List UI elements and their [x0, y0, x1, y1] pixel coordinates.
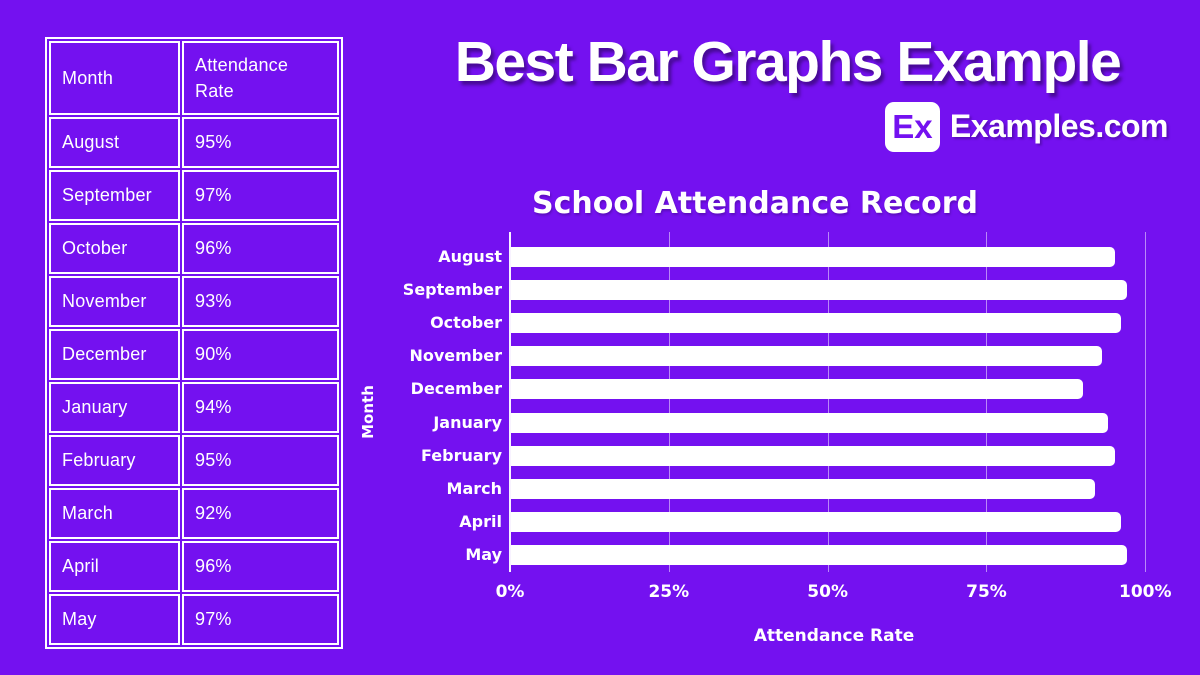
y-tick-label: March — [446, 478, 502, 498]
y-tick-label: October — [430, 313, 502, 333]
chart-title: School Attendance Record — [531, 186, 979, 221]
table-row: May 97% — [49, 594, 339, 645]
table-cell-rate: 94% — [182, 382, 339, 433]
table-row: December 90% — [49, 329, 339, 380]
examples-logo-icon: Ex — [884, 101, 940, 152]
y-tick-label: January — [433, 412, 502, 432]
bar-april — [511, 511, 1121, 532]
y-tick-label: February — [421, 445, 502, 465]
gridline — [1145, 232, 1147, 572]
table-cell-rate: 90% — [182, 329, 339, 380]
y-tick-label: December — [410, 379, 502, 399]
x-tick-label: 100% — [1119, 582, 1172, 602]
gridline — [827, 232, 829, 572]
bar-december — [511, 379, 1083, 400]
table-cell-month: February — [49, 435, 180, 486]
table-header-rate: Attendance Rate — [182, 41, 339, 115]
table-row: February 95% — [49, 435, 339, 486]
table-cell-rate: 97% — [182, 170, 339, 221]
table-cell-rate: 93% — [182, 276, 339, 327]
brand-site-name: Examples.com — [949, 108, 1169, 144]
table-cell-month: August — [49, 117, 180, 168]
x-tick-label: 0% — [495, 582, 525, 602]
table-header-row: Month Attendance Rate — [49, 41, 339, 115]
table-row: September 97% — [49, 170, 339, 221]
page-title: Best Bar Graphs Example — [454, 30, 1122, 94]
table-row: January 94% — [49, 382, 339, 433]
table-cell-month: October — [49, 223, 180, 274]
bar-may — [511, 544, 1128, 565]
table-cell-month: January — [49, 382, 180, 433]
y-axis-line — [509, 232, 511, 572]
table-cell-month: November — [49, 276, 180, 327]
bar-march — [511, 478, 1096, 499]
y-tick-label: August — [438, 247, 502, 266]
table-row: November 93% — [49, 276, 339, 327]
table-cell-month: December — [49, 329, 180, 380]
bar-november — [511, 346, 1102, 367]
table-cell-rate: 95% — [182, 117, 339, 168]
y-tick-label: April — [459, 511, 502, 531]
table-cell-month: March — [49, 488, 180, 539]
x-tick-label: 50% — [807, 582, 848, 602]
table-row: August 95% — [49, 117, 339, 168]
table-cell-rate: 96% — [182, 223, 339, 274]
x-tick-label: 75% — [966, 582, 1007, 602]
y-tick-label: May — [465, 544, 502, 564]
table-cell-month: September — [49, 170, 180, 221]
bar-february — [511, 445, 1115, 466]
x-tick-label: 25% — [648, 582, 690, 602]
table-cell-month: April — [49, 541, 180, 592]
y-tick-label: November — [409, 346, 502, 366]
table-cell-rate: 97% — [182, 594, 339, 645]
brand: Ex Examples.com — [884, 101, 1169, 152]
bar-january — [511, 412, 1109, 433]
table-header-month: Month — [49, 41, 180, 115]
table-cell-rate: 95% — [182, 435, 339, 486]
gridline — [986, 232, 988, 572]
table-cell-rate: 92% — [182, 488, 339, 539]
table-row: April 96% — [49, 541, 339, 592]
attendance-table: Month Attendance Rate August 95% September… — [45, 37, 343, 649]
plot-area: Attendance Rate 0% 25% 50% 75% 100% August Sep… — [403, 232, 1172, 646]
bar-september — [511, 280, 1128, 301]
x-axis-label: Attendance Rate — [753, 626, 915, 646]
y-tick-label: September — [402, 280, 502, 300]
gridline — [668, 232, 670, 572]
bar-october — [511, 313, 1121, 334]
table-row: October 96% — [49, 223, 339, 274]
table-row: March 92% — [49, 488, 339, 539]
table-cell-month: May — [49, 594, 180, 645]
bar-august — [511, 247, 1115, 267]
table-cell-rate: 96% — [182, 541, 339, 592]
